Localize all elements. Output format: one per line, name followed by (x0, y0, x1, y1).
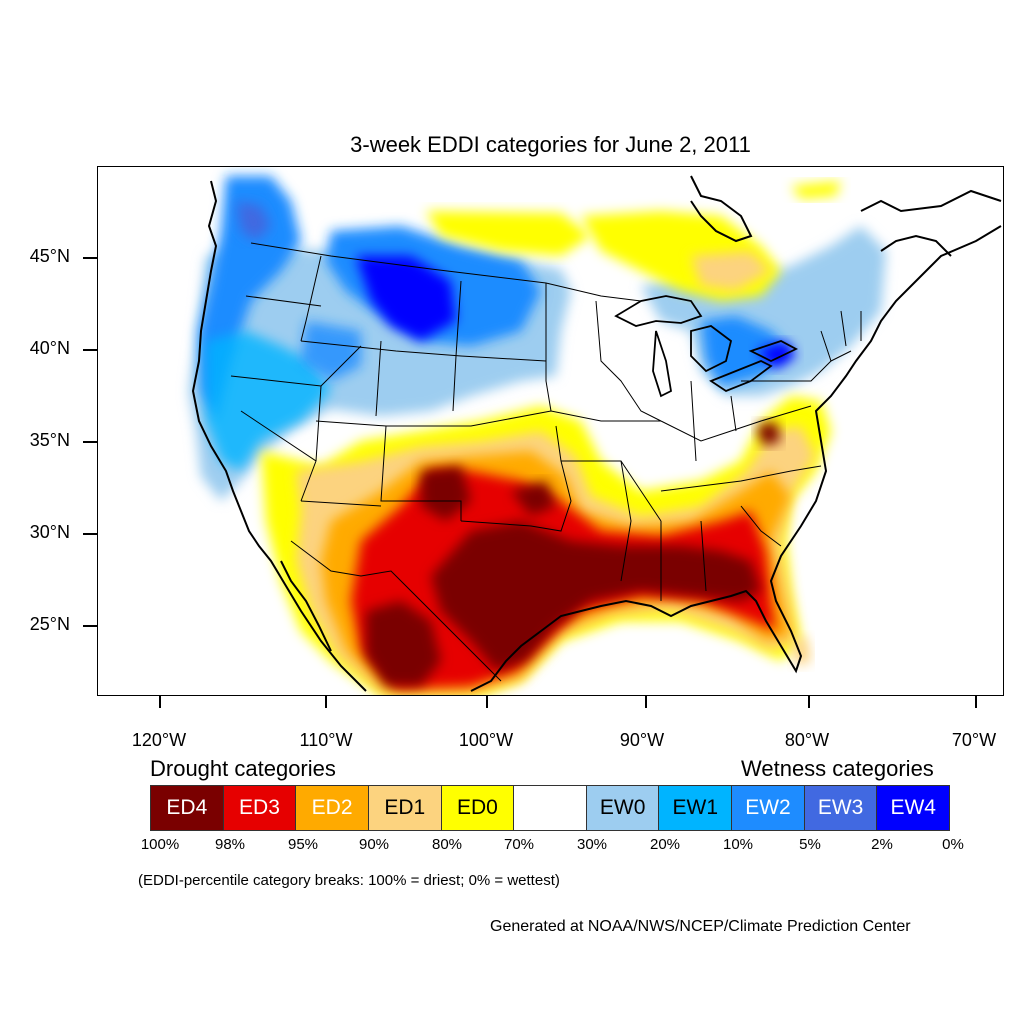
percentile-label: 20% (649, 836, 681, 853)
dry-region-quebec (791, 181, 841, 199)
lon-tick (645, 696, 647, 708)
lon-label-120: 120°W (131, 730, 187, 750)
lon-label-80: 80°W (784, 730, 830, 750)
dry-region-ontario-core (691, 251, 771, 291)
legend-cell-neutral (514, 786, 587, 830)
lon-label-100: 100°W (458, 730, 514, 750)
dry-region-south-ed4 (431, 521, 761, 671)
wetness-categories-heading: Wetness categories (741, 756, 934, 781)
legend-cell-ew3: EW3 (804, 786, 878, 830)
lon-label-70: 70°W (951, 730, 997, 750)
percentile-label: 100% (140, 836, 180, 853)
legend-cell-ed4: ED4 (151, 786, 224, 830)
lat-label-30: 30°N (29, 522, 70, 542)
wet-region-northeast (641, 226, 886, 396)
lat-label-35: 35°N (29, 430, 70, 450)
dry-region-nm-ed4 (421, 466, 471, 521)
percentile-label: 2% (871, 836, 893, 853)
legend-label-ed4: ED4 (166, 796, 208, 819)
lat-tick (83, 533, 97, 535)
legend-label-ew1: EW1 (672, 796, 719, 819)
percentile-label: 10% (722, 836, 754, 853)
wet-region-idaho (301, 321, 361, 381)
lat-tick (83, 257, 97, 259)
eddi-map-graphic (189, 175, 1002, 695)
lon-tick (486, 696, 488, 708)
percentile-label: 98% (214, 836, 246, 853)
lat-tick (83, 625, 97, 627)
coastline (191, 175, 1002, 692)
lon-label-90: 90°W (619, 730, 665, 750)
lat-tick (83, 441, 97, 443)
percentile-label: 5% (799, 836, 821, 853)
percentile-label: 0% (942, 836, 964, 853)
lon-label-110: 110°W (299, 730, 353, 750)
lon-tick (159, 696, 161, 708)
legend-cell-ed0: ED0 (441, 786, 515, 830)
percentile-label: 70% (503, 836, 535, 853)
legend-label-ed3: ED3 (239, 796, 280, 819)
dry-region-canada-prairie (426, 211, 591, 256)
legend-cell-ew2: EW2 (732, 786, 805, 830)
wet-region-ontario (756, 341, 796, 369)
wet-region-olympic (236, 201, 271, 241)
drought-categories-heading: Drought categories (150, 756, 336, 781)
lon-tick (808, 696, 810, 708)
lat-label-40: 40°N (29, 338, 70, 358)
legend-cell-ew4: EW4 (877, 786, 950, 830)
percentile-label: 90% (358, 836, 390, 853)
credit-line: Generated at NOAA/NWS/NCEP/Climate Predi… (490, 918, 911, 935)
legend-cell-ed2: ED2 (296, 786, 369, 830)
legend-label-ed0: ED0 (456, 796, 498, 819)
wet-region-nevada (206, 331, 331, 471)
percentile-label: 95% (287, 836, 319, 853)
category-breaks-note: (EDDI-percentile category breaks: 100% =… (138, 872, 560, 889)
legend-label-ew3: EW3 (817, 796, 864, 819)
legend-label-ew0: EW0 (599, 796, 646, 819)
map-title: 3-week EDDI categories for June 2, 2011 (350, 132, 751, 157)
dry-region-mexico-ed4 (366, 601, 441, 686)
dry-region-va-ed4 (756, 421, 781, 446)
map-panel (97, 166, 1004, 696)
legend-cell-ew1: EW1 (659, 786, 733, 830)
lat-label-45: 45°N (29, 246, 70, 266)
legend-label-ew2: EW2 (745, 796, 791, 819)
legend-label-ed1: ED1 (384, 796, 426, 819)
great-lakes-outline (614, 295, 798, 398)
category-legend: ED4 ED3 ED2 ED1 ED0 EW0 EW1 EW2 EW3 EW4 (150, 785, 950, 831)
political-borders (230, 242, 862, 682)
legend-cell-ed1: ED1 (368, 786, 442, 830)
legend-cell-ew0: EW0 (586, 786, 660, 830)
lat-label-25: 25°N (29, 614, 70, 634)
legend-cell-ed3: ED3 (223, 786, 297, 830)
lon-tick (975, 696, 977, 708)
wet-region-montana-core (356, 256, 456, 341)
lon-tick (325, 696, 327, 708)
legend-label-ed2: ED2 (311, 796, 353, 819)
percentile-label: 80% (431, 836, 463, 853)
dry-region-ok-ed4 (511, 481, 556, 516)
lat-tick (83, 349, 97, 351)
legend-label-ew4: EW4 (890, 796, 936, 819)
percentile-label: 30% (576, 836, 608, 853)
